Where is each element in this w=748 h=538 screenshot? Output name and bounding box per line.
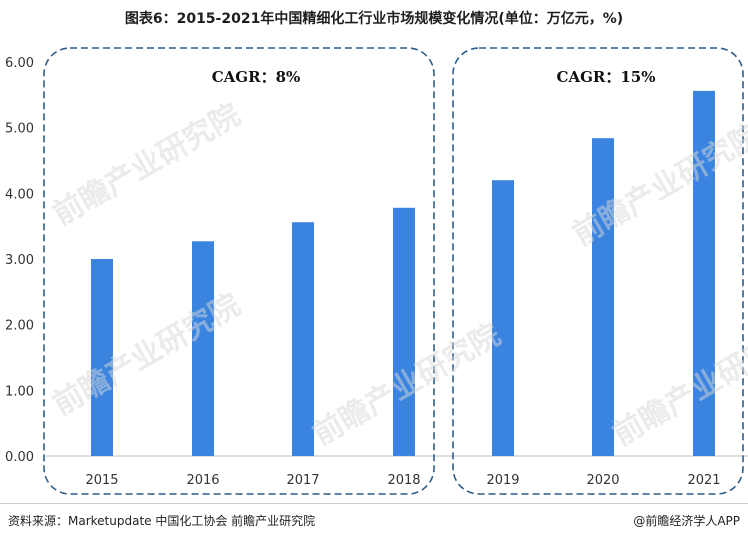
y-tick-label: 3.00 <box>5 253 34 268</box>
bar <box>393 207 415 456</box>
bar <box>592 138 614 456</box>
y-tick-label: 1.00 <box>5 384 34 399</box>
x-tick-label: 2020 <box>586 473 619 488</box>
cagr-label: CAGR：8% <box>212 68 301 86</box>
x-tick-label: 2017 <box>286 473 319 488</box>
bar <box>492 180 514 456</box>
x-tick-label: 2016 <box>186 473 219 488</box>
group-box <box>452 47 744 495</box>
bar <box>91 259 113 456</box>
chart-title: 图表6：2015-2021年中国精细化工行业市场规模变化情况(单位：万亿元，%) <box>124 11 624 27</box>
footer-divider <box>0 503 748 504</box>
y-tick-label: 5.00 <box>5 122 34 137</box>
x-tick-label: 2021 <box>687 473 720 488</box>
y-tick-label: 6.00 <box>5 56 34 71</box>
cagr-label: CAGR：15% <box>557 68 656 86</box>
bar <box>693 90 715 456</box>
footer: 资料来源：Marketupdate 中国化工协会 前瞻产业研究院 @前瞻经济学人… <box>8 512 740 532</box>
x-tick-label: 2015 <box>85 473 118 488</box>
source-note: 资料来源：Marketupdate 中国化工协会 前瞻产业研究院 <box>8 514 316 528</box>
y-tick-label: 4.00 <box>5 187 34 202</box>
x-tick-label: 2019 <box>486 473 519 488</box>
bar <box>192 241 214 456</box>
credit-note: @前瞻经济学人APP <box>633 514 740 528</box>
bar <box>292 222 314 456</box>
x-tick-label: 2018 <box>387 473 420 488</box>
y-tick-label: 2.00 <box>5 319 34 334</box>
y-tick-label: 0.00 <box>5 450 34 465</box>
group-box <box>43 47 435 495</box>
